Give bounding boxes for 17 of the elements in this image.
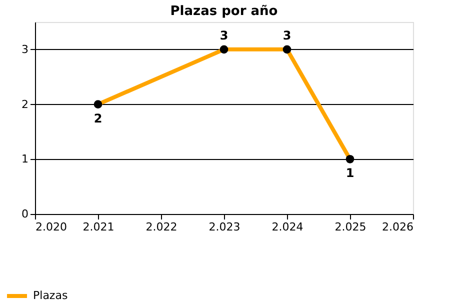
x-tick-label: 2.023 (208, 220, 240, 234)
data-label: 2 (94, 111, 102, 126)
legend-label: Plazas (33, 289, 68, 300)
data-label: 3 (282, 28, 292, 42)
chart-title: Plazas por año (170, 4, 278, 19)
y-tick-label: 0 (22, 208, 28, 220)
x-tick-label: 2.020 (36, 220, 67, 234)
y-tick-label: 1 (22, 152, 28, 166)
x-tick-label: 2.022 (146, 220, 178, 234)
x-tick-label: 2.025 (334, 220, 366, 234)
y-tick-label: 3 (22, 42, 28, 56)
x-tick-label: 2.024 (272, 220, 304, 234)
data-label: 1 (346, 166, 354, 180)
x-tick-label: 2.026 (382, 220, 414, 234)
x-tick-label: 2.021 (82, 220, 114, 234)
data-label: 3 (220, 28, 228, 42)
y-tick-label: 2 (22, 98, 28, 111)
